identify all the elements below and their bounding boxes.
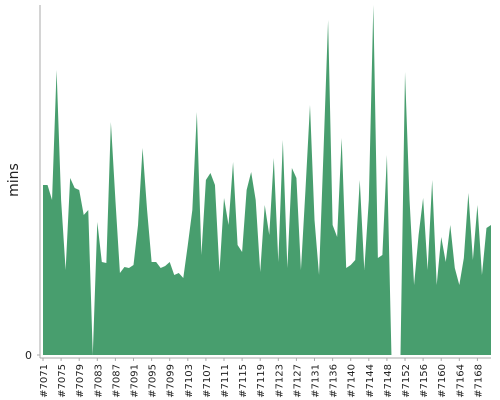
x-tick-label: #7099 [166, 364, 177, 398]
x-tick-label: #7107 [202, 364, 213, 398]
x-tick-label: #7152 [401, 364, 412, 398]
x-tick-label: #7091 [130, 364, 141, 398]
x-tick-label: #7083 [93, 364, 104, 398]
area [43, 5, 491, 355]
x-tick-label: #7131 [311, 364, 322, 398]
x-tick-label: #7095 [148, 364, 159, 398]
x-tick-label: #7127 [292, 364, 303, 398]
x-tick-label: #7115 [238, 364, 249, 398]
x-tick-label: #7123 [274, 364, 285, 398]
x-tick-label: #7140 [347, 364, 358, 398]
x-tick-label: #7160 [437, 364, 448, 398]
x-tick-label: #7148 [383, 364, 394, 398]
x-tick-label: #7168 [473, 364, 484, 398]
x-tick-label: #7144 [365, 364, 376, 398]
x-tick-label: #7075 [57, 364, 68, 398]
x-tick-label: #7156 [419, 364, 430, 398]
x-tick-label: #7071 [39, 364, 50, 398]
x-tick-label: #7079 [75, 364, 86, 398]
x-tick-label: #7119 [256, 364, 267, 398]
x-tick-label: #7164 [455, 364, 466, 398]
x-tick-label: #7087 [111, 364, 122, 398]
y-tick-label: 0 [25, 349, 32, 362]
x-tick-label: #7103 [184, 364, 195, 398]
x-tick-label: #7111 [220, 364, 231, 398]
y-axis-label: mins [6, 163, 22, 197]
x-tick-label: #7136 [329, 364, 340, 398]
